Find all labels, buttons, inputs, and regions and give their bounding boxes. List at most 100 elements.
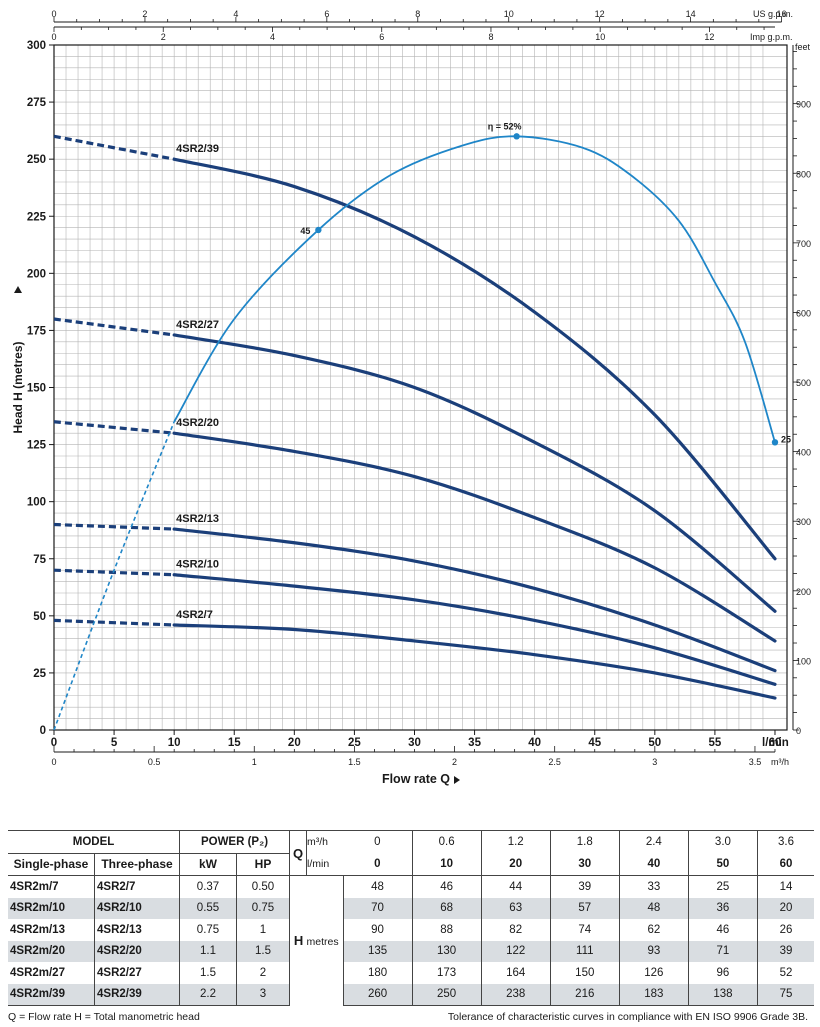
single-model-4: 4SR2m/27 <box>8 962 95 984</box>
h-2-1: 88 <box>412 919 482 941</box>
three-model-5: 4SR2/39 <box>94 983 180 1006</box>
y-tick-label: 100 <box>27 497 46 509</box>
hp-3: 1.5 <box>236 940 290 962</box>
h-4-2: 164 <box>481 962 551 984</box>
pump-curve-dashed-4SR2/13 <box>53 522 175 531</box>
y-tick-label: 150 <box>27 383 46 395</box>
q-symbol: Q <box>289 842 307 865</box>
feet-tick-label: 900 <box>796 100 811 110</box>
grid <box>54 45 787 730</box>
q-lmin-5: 50 <box>688 853 758 876</box>
series-label: 4SR2/39 <box>176 143 219 155</box>
h-1-4: 48 <box>619 897 689 919</box>
h-5-1: 250 <box>412 983 482 1006</box>
h-2-2: 82 <box>481 919 551 941</box>
us-gpm-tick-label: 8 <box>415 9 420 19</box>
three-model-0: 4SR2/7 <box>94 875 180 898</box>
series-label: 4SR2/10 <box>176 559 219 571</box>
x-tick-label: 15 <box>228 737 241 749</box>
h-0-1: 46 <box>412 875 482 898</box>
h-4-1: 173 <box>412 962 482 984</box>
feet-tick-label: 300 <box>796 517 811 527</box>
single-model-0: 4SR2m/7 <box>8 875 95 898</box>
h-2-6: 26 <box>779 923 793 936</box>
imp-gpm-tick-label: 12 <box>704 32 714 42</box>
feet-tick-label: 800 <box>796 169 811 179</box>
x-tick-label: 10 <box>168 737 181 749</box>
x-tick-label: 5 <box>111 737 118 749</box>
q-lmin-6: 60 <box>757 853 814 876</box>
imp-gpm-tick-label: 10 <box>595 32 605 42</box>
kw-5: 2.2 <box>179 983 237 1006</box>
single-model-2: 4SR2m/13 <box>8 919 95 941</box>
h-0-4: 33 <box>619 875 689 898</box>
pump-curve-dashed-4SR2/39 <box>53 134 175 161</box>
feet-tick-label: 400 <box>796 448 811 458</box>
x-tick-label: 60 <box>769 737 782 749</box>
series-label: 4SR2/7 <box>176 609 213 621</box>
h-3-2: 122 <box>481 940 551 962</box>
h-3-6: 39 <box>779 945 793 958</box>
pump-curve-dashed-4SR2/27 <box>53 317 175 337</box>
pump-curve-4SR2/7 <box>172 623 777 700</box>
series-label: 4SR2/27 <box>176 319 219 331</box>
single-model-5: 4SR2m/39 <box>8 983 95 1006</box>
feet-tick-label: 600 <box>796 308 811 318</box>
x-tick-label: 40 <box>528 737 541 749</box>
h-2-4: 62 <box>619 919 689 941</box>
three-model-3: 4SR2/20 <box>94 940 180 962</box>
us-gpm-tick-label: 10 <box>504 9 514 19</box>
h-1-5: 36 <box>688 897 758 919</box>
single-model-1: 4SR2m/10 <box>8 897 95 919</box>
h-1-2: 63 <box>481 897 551 919</box>
h-3-1: 130 <box>412 940 482 962</box>
h-4-3: 150 <box>550 962 620 984</box>
x-axis-arrow-icon <box>454 776 460 784</box>
y-tick-label: 175 <box>27 325 47 337</box>
y-tick-label: 0 <box>40 725 46 737</box>
x-tick-label: 35 <box>468 737 481 749</box>
us-gpm-tick-label: 0 <box>51 9 56 19</box>
hp-5: 3 <box>236 983 290 1006</box>
feet-tick-label: 700 <box>796 239 811 249</box>
h-unit: metres <box>306 936 339 949</box>
h-5-4: 183 <box>619 983 689 1006</box>
q-unit-m3h: m³/h <box>306 830 343 853</box>
h-0-6: 14 <box>779 880 793 893</box>
three-model-4: 4SR2/27 <box>94 962 180 984</box>
m3h-tick-label: 1 <box>252 757 257 767</box>
feet-tick-label: 0 <box>796 726 801 736</box>
power-header: POWER (P₂) <box>179 830 290 854</box>
q-unit-lmin: l/min <box>306 853 343 876</box>
y-tick-label: 75 <box>33 554 46 566</box>
efficiency-curve-group: 45 η = 52% 25 <box>53 121 791 731</box>
q-m3h-5: 3.0 <box>688 830 758 853</box>
us-gpm-tick-label: 14 <box>686 9 696 19</box>
h-0-0: 48 <box>343 875 413 898</box>
m3h-tick-label: 0 <box>51 757 56 767</box>
us-gpm-tick-label: 2 <box>142 9 147 19</box>
h-1-3: 57 <box>550 897 620 919</box>
h-0-5: 25 <box>688 875 758 898</box>
h-5-6: 75 <box>757 983 814 1006</box>
efficiency-curve <box>173 135 776 443</box>
h-1-0: 70 <box>343 897 413 919</box>
y-tick-label: 125 <box>27 440 47 452</box>
efficiency-point <box>315 226 322 234</box>
x-tick-label: 25 <box>348 737 361 749</box>
model-header: MODEL <box>8 830 180 854</box>
y-tick-label: 200 <box>27 268 46 280</box>
m3h-tick-label: 2 <box>452 757 457 767</box>
x-tick-label: 0 <box>51 737 57 749</box>
q-m3h-2: 1.2 <box>481 830 551 853</box>
pump-curve-dashed-4SR2/7 <box>53 618 175 627</box>
hp-0: 0.50 <box>236 875 290 898</box>
pump-curve-4SR2/27 <box>172 333 777 613</box>
q-lmin-2: 20 <box>481 853 551 876</box>
single-model-3: 4SR2m/20 <box>8 940 95 962</box>
hp-header: HP <box>236 853 290 876</box>
x-tick-label: 20 <box>288 737 301 749</box>
us-gpm-tick-label: 4 <box>233 9 238 19</box>
q-m3h-1: 0.6 <box>412 830 482 853</box>
y-axis-arrow-icon <box>14 286 22 293</box>
